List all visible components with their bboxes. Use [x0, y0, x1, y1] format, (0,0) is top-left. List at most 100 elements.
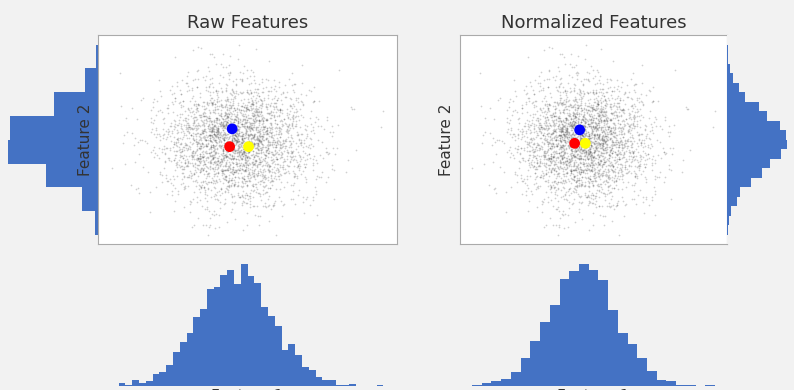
Point — [619, 202, 631, 208]
Point — [232, 123, 245, 129]
Point — [534, 158, 546, 164]
Point — [277, 143, 290, 149]
Point — [663, 122, 676, 129]
Point — [606, 110, 619, 116]
Point — [301, 131, 314, 137]
Point — [553, 132, 566, 138]
Point — [547, 111, 560, 117]
Point — [240, 113, 252, 120]
Point — [581, 154, 594, 161]
Point — [211, 158, 224, 164]
Bar — [727, 64, 730, 73]
Point — [235, 77, 248, 83]
Point — [207, 144, 220, 151]
Point — [612, 144, 625, 150]
Point — [596, 146, 609, 152]
Point — [629, 89, 642, 96]
Point — [246, 99, 259, 106]
Point — [626, 154, 639, 160]
Point — [262, 185, 275, 191]
Point — [173, 151, 186, 158]
Point — [626, 103, 638, 110]
Point — [574, 134, 587, 140]
Point — [210, 92, 223, 98]
Point — [572, 161, 584, 167]
Point — [218, 136, 230, 143]
Point — [563, 143, 576, 149]
Point — [204, 89, 217, 96]
Point — [208, 147, 221, 153]
Point — [191, 140, 204, 146]
Point — [187, 77, 199, 83]
Point — [574, 146, 587, 152]
Point — [543, 112, 556, 118]
Point — [202, 133, 214, 139]
Point — [595, 125, 607, 131]
Point — [640, 133, 653, 139]
Point — [638, 122, 651, 128]
Point — [220, 159, 233, 165]
Point — [584, 150, 596, 156]
Point — [149, 184, 162, 190]
Point — [565, 167, 578, 173]
Point — [560, 131, 572, 137]
Point — [207, 171, 220, 177]
Point — [270, 167, 283, 173]
Point — [548, 167, 561, 173]
Point — [312, 174, 325, 180]
Point — [572, 90, 585, 97]
Point — [567, 118, 580, 124]
Point — [252, 190, 264, 196]
Point — [626, 134, 638, 140]
Point — [199, 129, 212, 135]
Point — [569, 153, 582, 159]
Point — [229, 216, 241, 222]
Point — [239, 180, 252, 186]
Point — [528, 102, 541, 108]
Point — [255, 103, 268, 110]
Bar — [94, 211, 98, 235]
Point — [544, 161, 557, 168]
Point — [275, 179, 287, 185]
Point — [295, 171, 307, 177]
Point — [211, 126, 224, 133]
Point — [226, 156, 239, 162]
Point — [211, 150, 224, 156]
Point — [314, 174, 327, 180]
Point — [603, 103, 616, 109]
Point — [584, 135, 596, 142]
Point — [257, 124, 270, 130]
Point — [214, 131, 226, 137]
Point — [584, 199, 596, 205]
Point — [669, 67, 682, 73]
Point — [591, 105, 603, 112]
Point — [584, 101, 597, 108]
Point — [191, 155, 203, 161]
Point — [557, 177, 569, 184]
Point — [274, 155, 287, 161]
Point — [254, 97, 267, 103]
Point — [557, 131, 570, 138]
Point — [244, 190, 256, 196]
Point — [524, 127, 537, 133]
Point — [569, 113, 582, 120]
Point — [528, 123, 541, 129]
Point — [587, 161, 599, 167]
Point — [289, 153, 302, 159]
Point — [527, 158, 540, 165]
Point — [567, 163, 580, 169]
Point — [238, 192, 251, 198]
Point — [590, 103, 603, 109]
Point — [591, 152, 603, 158]
Point — [276, 136, 289, 143]
Point — [204, 135, 217, 141]
Point — [579, 100, 592, 106]
Point — [612, 128, 625, 134]
Point — [580, 145, 592, 152]
Point — [551, 115, 564, 121]
Point — [577, 137, 590, 144]
Point — [275, 149, 287, 155]
Point — [589, 73, 602, 79]
Point — [249, 131, 261, 137]
Point — [596, 142, 608, 148]
